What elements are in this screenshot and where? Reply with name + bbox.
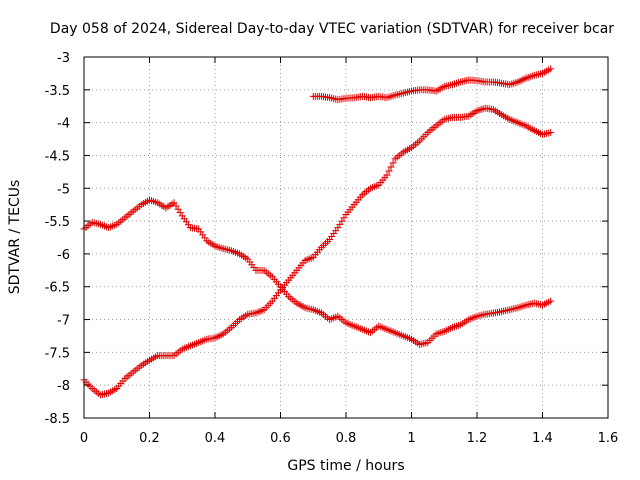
y-tick-label: -5 [57, 182, 70, 197]
data-point [547, 128, 555, 136]
axis-ticks: 0 0.2 0.4 0.6 0.8 1 1.2 1.4 1.6 -3 -3.5 -4 -4.5 -5 -5.… [45, 51, 619, 446]
data-point [389, 159, 397, 167]
data-point [383, 171, 391, 179]
x-tick-label: 1.4 [532, 431, 553, 446]
series-satellite-b [80, 104, 555, 399]
x-tick-label: 0 [80, 431, 88, 446]
y-tick-label: -6 [57, 248, 70, 263]
series-satellite-a [80, 196, 555, 348]
y-tick-label: -3 [57, 51, 70, 66]
y-tick-label: -4.5 [45, 149, 70, 164]
y-tick-label: -7 [57, 314, 70, 329]
y-tick-label: -8.5 [45, 412, 70, 427]
x-tick-label: 1.2 [467, 431, 488, 446]
y-tick-label: -4 [57, 117, 70, 132]
x-tick-label: 0.2 [139, 431, 160, 446]
data-point [547, 65, 555, 73]
y-tick-label: -8 [57, 379, 70, 394]
plot-frame [83, 56, 609, 419]
data-point [385, 167, 393, 175]
x-tick-label: 0.4 [205, 431, 226, 446]
y-axis-label: SDTVAR / TECUs [7, 180, 23, 295]
data-point [547, 297, 555, 305]
data-point [387, 163, 395, 171]
y-tick-label: -7.5 [45, 346, 70, 361]
grid-lines [84, 57, 608, 418]
chart-title: Day 058 of 2024, Sidereal Day-to-day VTE… [50, 21, 614, 37]
x-tick-label: 0.8 [336, 431, 357, 446]
y-tick-label: -5.5 [45, 215, 70, 230]
series-satellite-c [309, 65, 555, 104]
x-tick-label: 1.6 [598, 431, 619, 446]
data-points [80, 65, 555, 399]
x-tick-label: 1 [407, 431, 415, 446]
y-tick-label: -3.5 [45, 84, 70, 99]
x-axis-label: GPS time / hours [287, 458, 404, 474]
y-tick-label: -6.5 [45, 281, 70, 296]
x-tick-label: 0.6 [270, 431, 291, 446]
